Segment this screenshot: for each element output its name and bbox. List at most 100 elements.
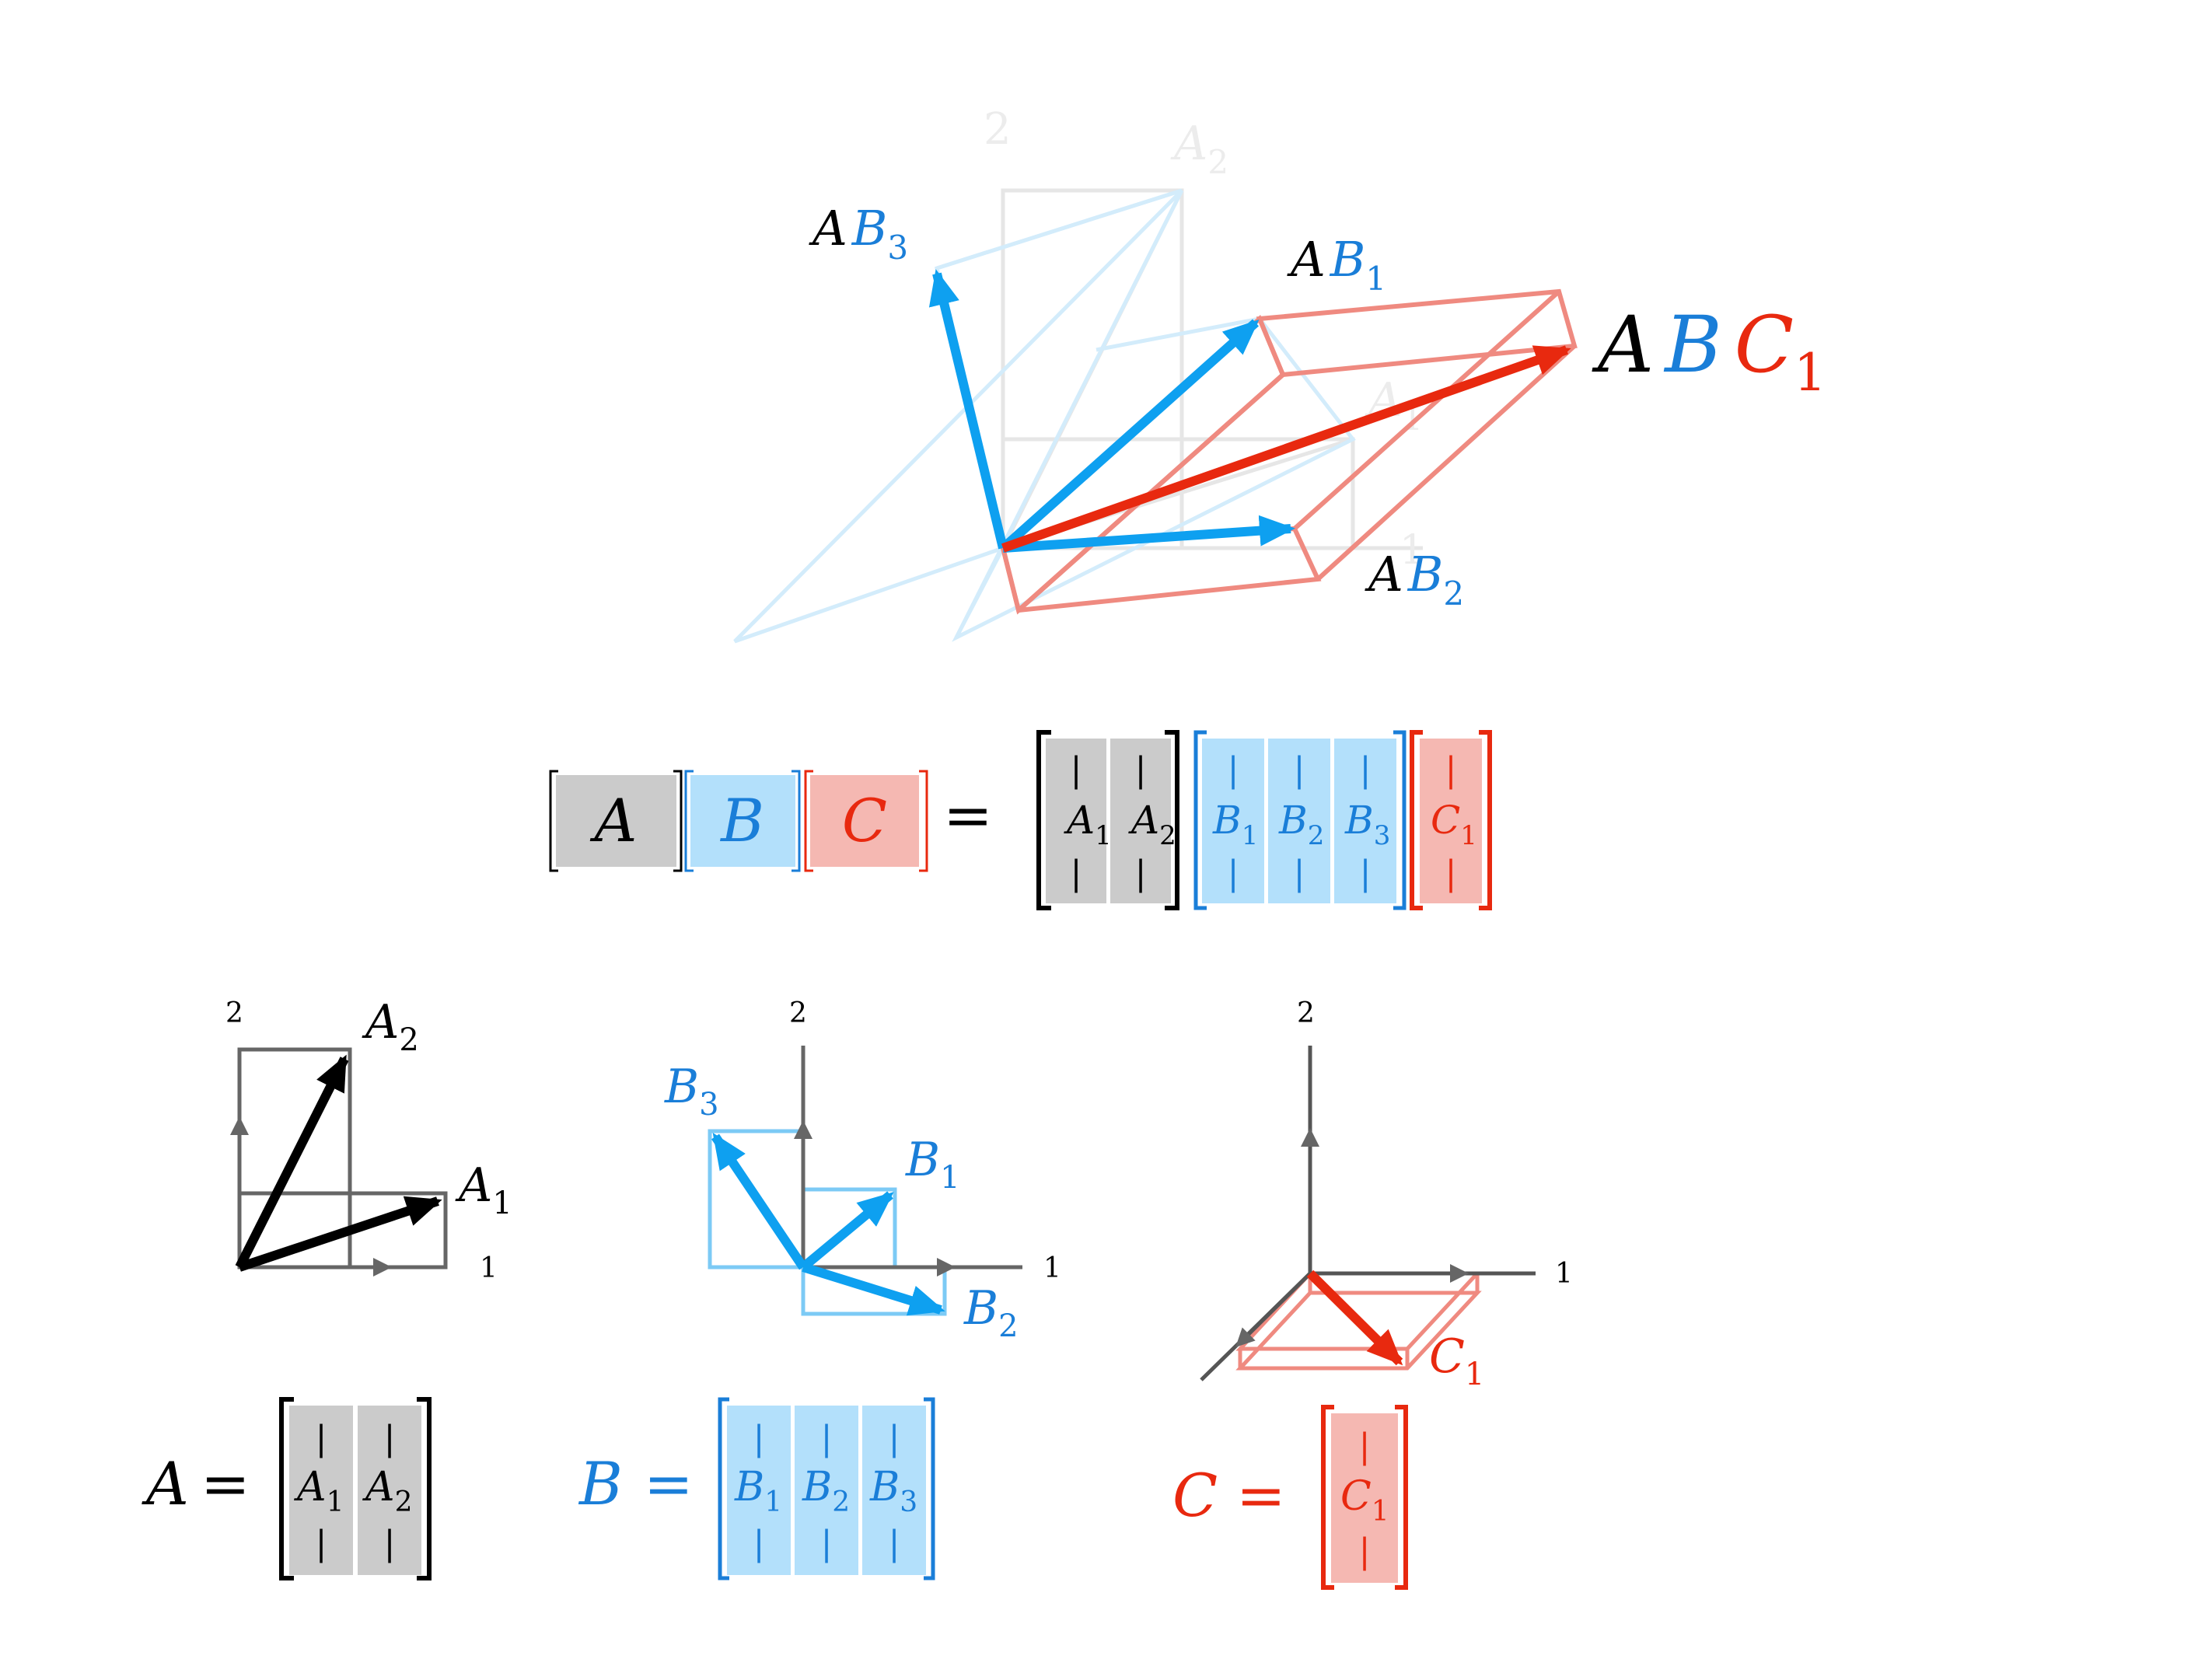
C-def-col-1-bar-top: |	[1359, 1427, 1371, 1466]
A-def-col-1-label: A1	[294, 1464, 344, 1518]
C-col-1-bar-bottom: |	[1445, 854, 1457, 893]
B-def-bracket-right	[924, 1397, 935, 1580]
ABC1-arrow	[1001, 345, 1571, 553]
B-panel-axis-1-label: 1	[1043, 1252, 1061, 1284]
A-def-bracket-left	[279, 1397, 294, 1580]
A1-label: A1	[455, 1158, 512, 1221]
C-def-col-1-bar-bottom: |	[1359, 1532, 1371, 1571]
A-matrix-bracket-right	[1165, 730, 1179, 910]
A-col-1	[1046, 739, 1106, 903]
A-def-equals: =	[201, 1449, 250, 1518]
matrix-A-definition: A = | A1 | | A2 |	[142, 1397, 432, 1580]
B-col-3-bar-top: |	[1360, 750, 1372, 790]
B-def-col-1-bar-top: |	[753, 1419, 765, 1458]
A-col-2-label: A2	[1128, 798, 1176, 851]
C-block-label: C	[842, 786, 887, 855]
B3-label: B3	[664, 1060, 719, 1123]
C-def-col-1	[1331, 1413, 1398, 1583]
A-def-col-2-label: A2	[362, 1464, 412, 1518]
A2-label: A2	[362, 995, 419, 1058]
C-def-bracket-right	[1395, 1405, 1408, 1590]
A-def-col-1-bar-top: |	[316, 1419, 327, 1458]
A-block-bracket-left	[549, 770, 558, 872]
B-col-2-bar-bottom: |	[1294, 854, 1305, 893]
A-panel-axis-1-label: 1	[480, 1252, 498, 1284]
B-def-col-3-bar-top: |	[889, 1419, 900, 1458]
matrix-C-definition: C = | C1 |	[1172, 1405, 1408, 1590]
panel-C: 2 1 C1	[1200, 997, 1573, 1392]
C-panel-axis-2-label: 2	[1297, 997, 1315, 1029]
product-equation: A B C = | A1 | | A2 | | B1 | | B2 | |	[549, 730, 1492, 910]
B3-arrow	[711, 1133, 807, 1270]
C-panel-axis-3-arrow	[1235, 1272, 1312, 1347]
A-col-2-bar-top: |	[1135, 750, 1147, 790]
B-def-col-1	[727, 1406, 791, 1575]
B-def-equals: =	[644, 1449, 694, 1518]
A-col-1-bar-bottom: |	[1071, 854, 1082, 893]
faint-axis-1-label: 1	[1400, 527, 1425, 574]
A-def-col-1-bar-bottom: |	[316, 1524, 327, 1563]
B2-arrow	[802, 1263, 945, 1316]
AB2-arrow	[1002, 515, 1295, 553]
A-def-col-2-bar-top: |	[384, 1419, 396, 1458]
ABC1-label: A B C1	[1592, 299, 1826, 403]
C-block	[810, 775, 919, 867]
B-panel-axis-2-label: 2	[789, 997, 807, 1029]
B-def-col-2-bar-bottom: |	[821, 1524, 833, 1563]
B1-arrow	[800, 1191, 894, 1271]
B-block-label: B	[719, 786, 764, 855]
A-matrix-bracket-left	[1036, 730, 1051, 910]
B-col-2-label: B2	[1278, 798, 1324, 851]
B-col-3	[1334, 739, 1396, 903]
B-col-3-label: B3	[1344, 798, 1390, 851]
A-col-1-bar-top: |	[1071, 750, 1082, 790]
A-def-col-2-bar-bottom: |	[384, 1524, 396, 1563]
B-def-bracket-left	[718, 1397, 729, 1580]
AB2-label: AB2	[1365, 546, 1464, 613]
B-col-2-bar-top: |	[1294, 750, 1305, 790]
faint-axis-2-label: 2	[984, 104, 1012, 155]
B-col-1	[1202, 739, 1264, 903]
composite-transform-figure: 2 A2 A1 1 AB3 AB1 AB2 A B C1	[733, 104, 1826, 644]
B-col-2	[1268, 739, 1330, 903]
A-col-2	[1110, 739, 1171, 903]
C-matrix-bracket-left	[1410, 730, 1423, 910]
A1-arrow	[238, 1196, 442, 1272]
A-def-bracket-right	[417, 1397, 432, 1580]
C-def-bracket-left	[1321, 1405, 1334, 1590]
AB1-label: AB1	[1287, 231, 1386, 298]
C-col-1-bar-top: |	[1445, 750, 1457, 790]
C1-arrow	[1306, 1270, 1403, 1366]
C-block-bracket-left	[804, 770, 813, 872]
A-def-name: A	[142, 1449, 189, 1518]
C-def-col-1-label: C1	[1340, 1473, 1389, 1528]
AB3-arrow	[928, 269, 1008, 550]
C1-label: C1	[1429, 1329, 1484, 1392]
matrix-B-definition: B = | B1 | | B2 | | B3 |	[578, 1397, 935, 1580]
B-col-1-bar-bottom: |	[1228, 854, 1239, 893]
B-def-col-3	[862, 1406, 926, 1575]
B2-label: B2	[963, 1281, 1019, 1344]
B-def-col-3-label: B3	[869, 1464, 917, 1518]
equals-sign: =	[943, 781, 993, 850]
B-def-col-1-bar-bottom: |	[753, 1524, 765, 1563]
B1-label: B1	[905, 1133, 960, 1196]
B-def-col-2-label: B2	[802, 1464, 850, 1518]
faint-A2-label: A2	[1170, 117, 1228, 181]
A-col-1-label: A1	[1064, 798, 1112, 851]
B-block	[690, 775, 795, 867]
C-def-equals: =	[1236, 1461, 1286, 1530]
B-def-col-2	[795, 1406, 858, 1575]
B-def-col-1-label: B1	[734, 1464, 782, 1518]
panel-B: 2 1 B3 B1 B2	[664, 997, 1061, 1344]
B-col-3-bar-bottom: |	[1360, 854, 1372, 893]
A-def-col-1	[289, 1406, 353, 1575]
C-block-bracket-right	[919, 770, 928, 872]
A-def-col-2	[358, 1406, 421, 1575]
B-block-bracket-left	[684, 770, 694, 872]
C-col-1-label: C1	[1431, 798, 1477, 851]
AB3-label: AB3	[809, 200, 908, 267]
B-col-1-bar-top: |	[1228, 750, 1239, 790]
C-panel-axis-1-label: 1	[1555, 1258, 1573, 1290]
B-matrix-bracket-left	[1193, 730, 1207, 910]
